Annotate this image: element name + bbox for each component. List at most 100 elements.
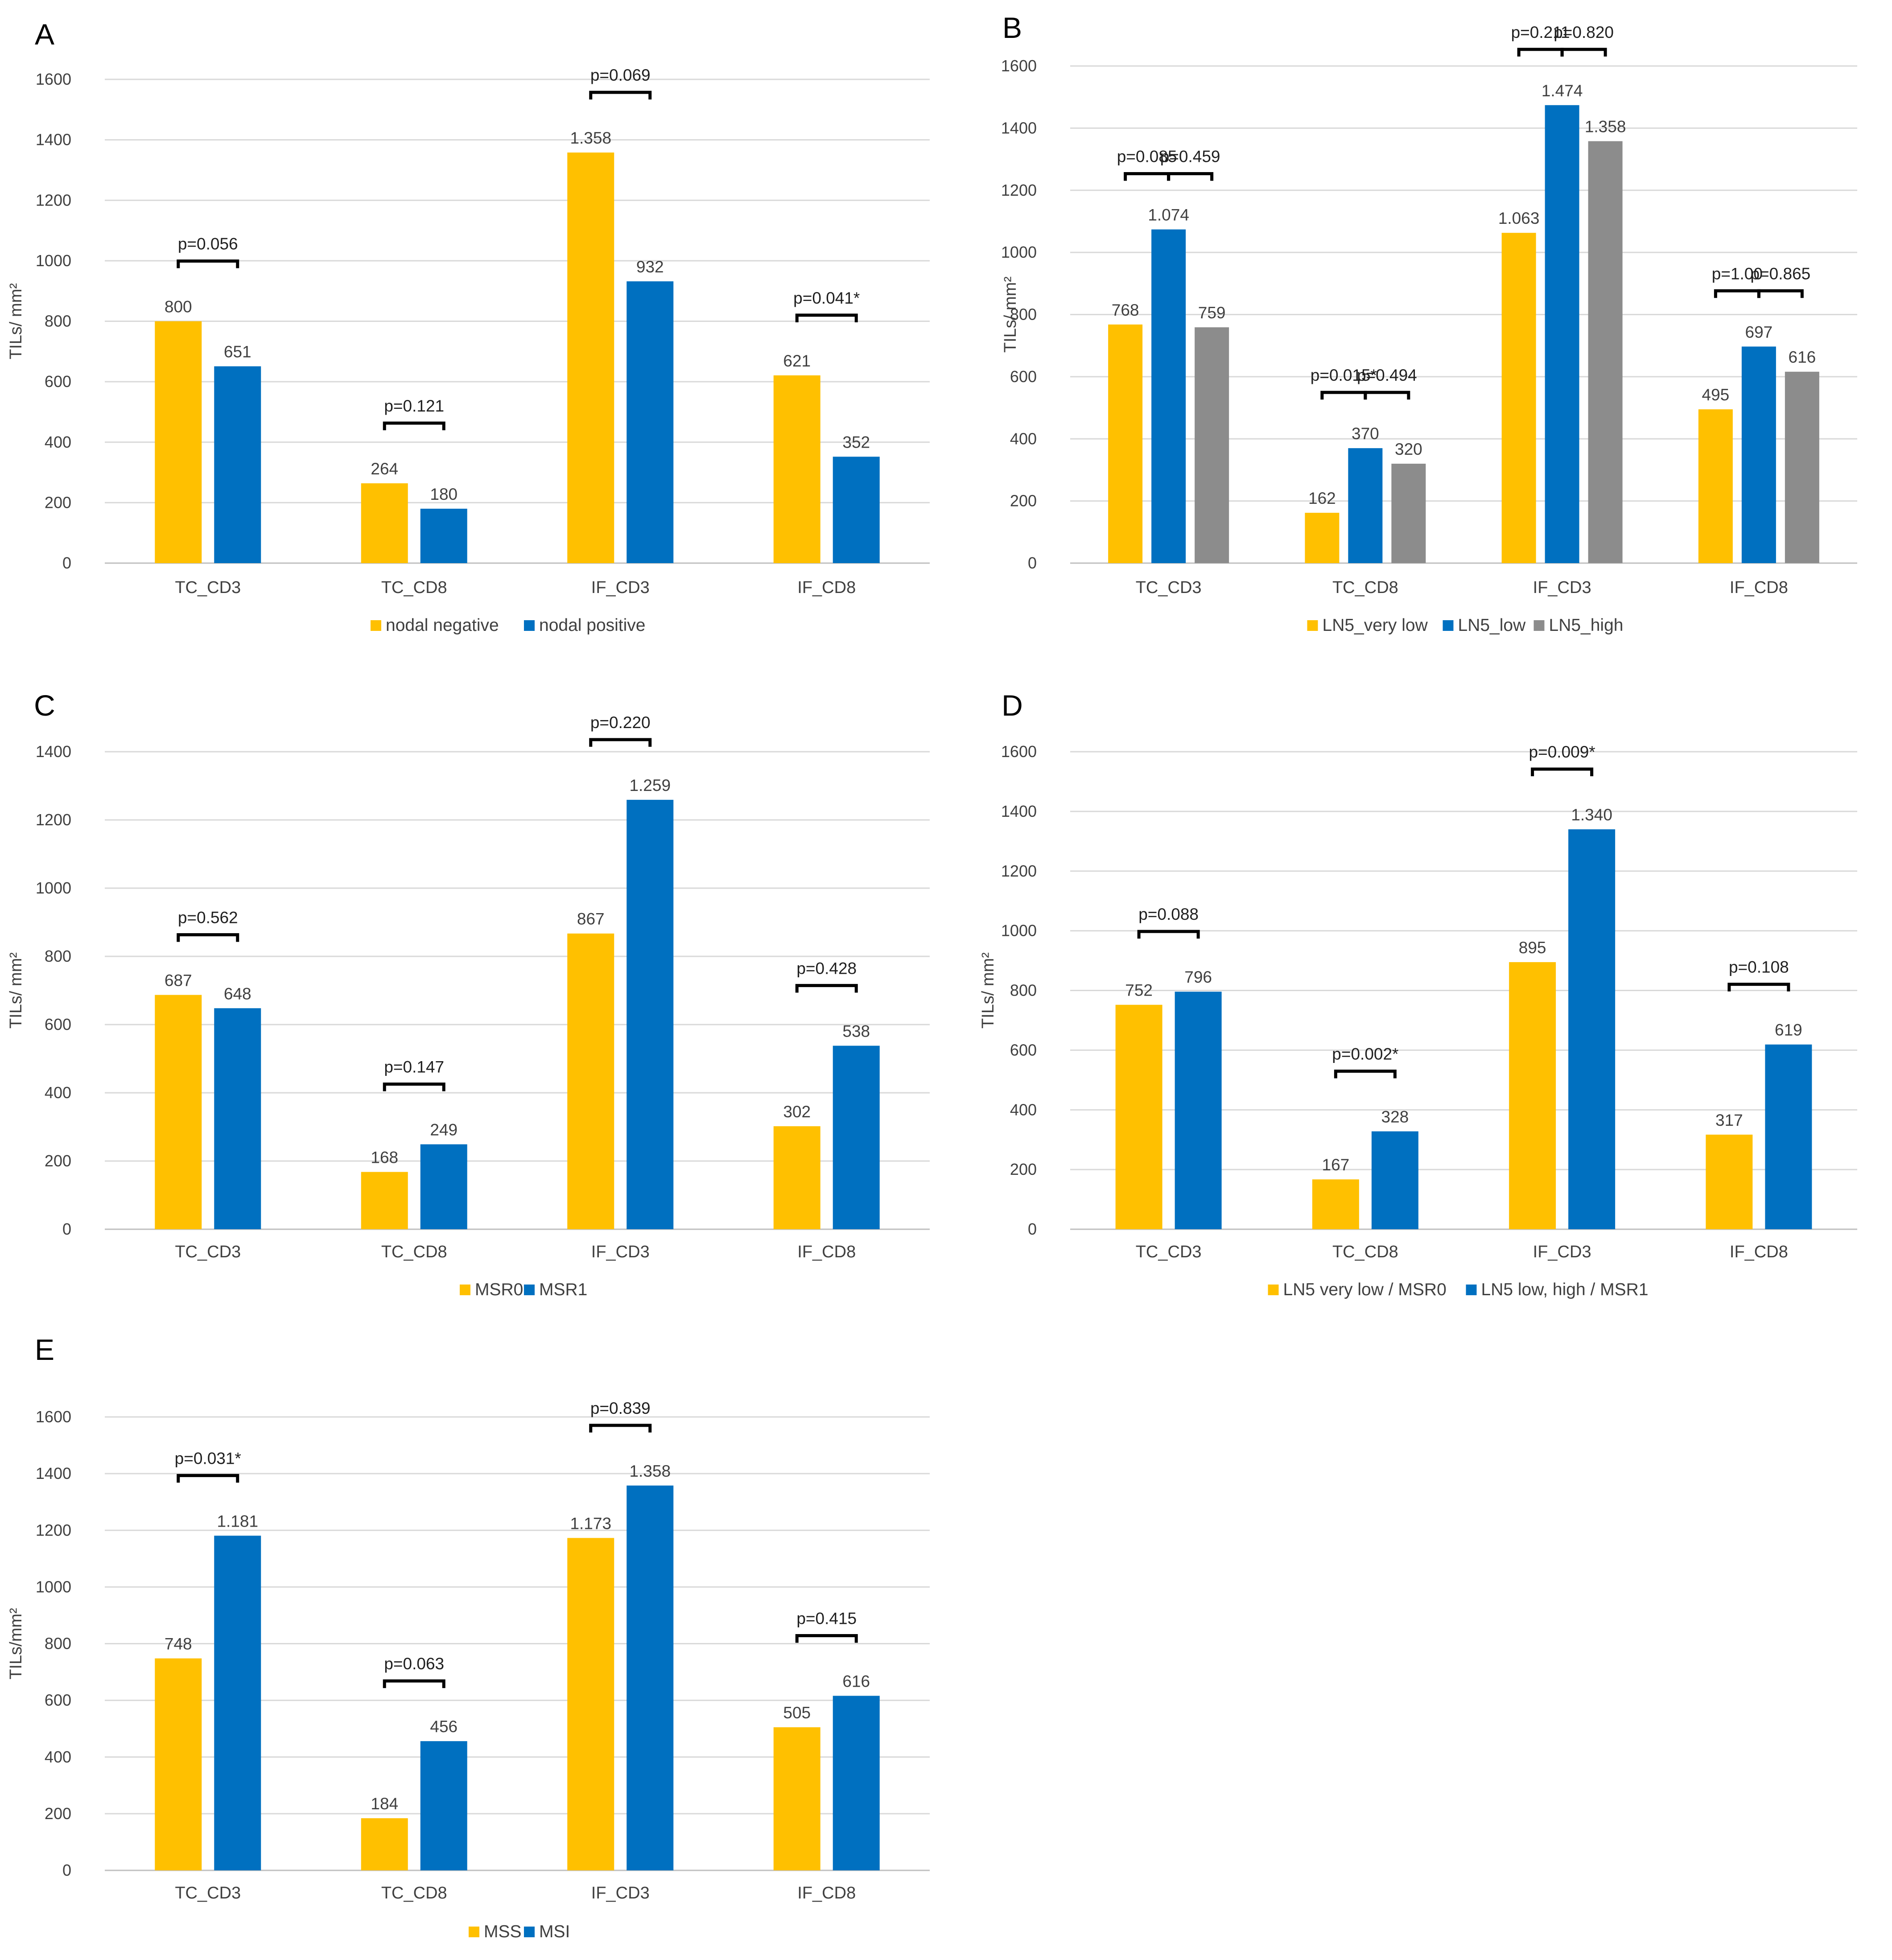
- y-axis-label: TILs/mm²: [7, 1608, 25, 1679]
- p-value-bracket: [589, 738, 652, 747]
- bar: [1391, 464, 1426, 563]
- y-tick-label: 1200: [36, 811, 71, 829]
- p-value-label: p=0.415: [796, 1609, 857, 1627]
- legend: MSR0 MSR1: [460, 1280, 587, 1299]
- data-label: 651: [224, 343, 251, 361]
- y-tick-label: 200: [45, 1152, 71, 1170]
- y-tick-label: 600: [1010, 367, 1037, 386]
- y-tick-label: 400: [1010, 1100, 1037, 1119]
- y-axis-label: TILs/ mm²: [1001, 276, 1020, 353]
- data-label: 352: [842, 433, 870, 451]
- y-tick-label: 800: [45, 1635, 71, 1653]
- panel-letter: D: [1002, 689, 1023, 722]
- legend-label: LN5_high: [1549, 616, 1624, 635]
- bar: [214, 1536, 261, 1870]
- y-tick-label: 600: [45, 1015, 71, 1034]
- data-label: 184: [371, 1795, 398, 1813]
- bar: [1175, 992, 1222, 1229]
- bar: [361, 1818, 408, 1870]
- legend-label: nodal positive: [539, 616, 646, 635]
- x-tick-label: TC_CD8: [1332, 1243, 1398, 1261]
- p-value-bracket: [1334, 1069, 1397, 1079]
- p-value-label: p=0.562: [178, 908, 238, 926]
- data-label: 505: [783, 1704, 811, 1722]
- bar: [214, 1008, 261, 1229]
- data-label: 697: [1745, 323, 1773, 341]
- x-tick-label: TC_CD3: [175, 578, 241, 597]
- bar: [361, 483, 408, 563]
- data-label: 1.358: [1585, 118, 1626, 136]
- bar: [1115, 1005, 1162, 1229]
- y-axis-label: TILs/ mm²: [7, 952, 25, 1029]
- y-tick-label: 1600: [1001, 742, 1037, 761]
- x-tick-label: IF_CD8: [1730, 578, 1788, 597]
- x-tick-label: IF_CD3: [1533, 1243, 1591, 1261]
- y-tick-label: 1400: [1001, 802, 1037, 820]
- y-tick-label: 0: [62, 1220, 71, 1238]
- data-label: 1.474: [1542, 82, 1583, 100]
- p-value-bracket: [1560, 48, 1607, 57]
- x-tick-label: IF_CD8: [797, 1884, 856, 1902]
- data-label: 748: [165, 1635, 192, 1653]
- y-tick-label: 800: [1010, 981, 1037, 1000]
- data-label: 1.181: [217, 1512, 258, 1530]
- legend-swatch: [371, 620, 381, 631]
- y-tick-label: 400: [45, 1748, 71, 1766]
- bar: [420, 508, 467, 563]
- p-value-label: p=0.121: [384, 397, 444, 415]
- bar: [155, 995, 202, 1229]
- data-label: 328: [1381, 1108, 1409, 1126]
- bar: [627, 1485, 674, 1870]
- p-value-label: p=0.088: [1138, 905, 1199, 923]
- p-value-bracket: [1167, 172, 1214, 181]
- p-value-label: p=0.147: [384, 1058, 444, 1076]
- legend-swatch: [524, 620, 535, 631]
- data-label: 867: [577, 910, 605, 928]
- p-value-label: p=0.056: [178, 235, 238, 253]
- y-tick-label: 600: [45, 372, 71, 391]
- x-tick-label: IF_CD8: [797, 1243, 856, 1261]
- p-value-bracket: [177, 1474, 239, 1483]
- p-value-bracket: [1531, 767, 1594, 777]
- bar: [773, 1126, 820, 1229]
- p-value-label: p=0.085: [1117, 148, 1177, 166]
- p-value-label: p=0.015*: [1311, 366, 1377, 384]
- data-label: 648: [224, 984, 251, 1003]
- data-label: 302: [783, 1103, 811, 1121]
- p-value-label: p=0.820: [1554, 23, 1614, 41]
- legend-label: MSR1: [539, 1280, 587, 1299]
- chart-panel-b: B 0 200 400 600 800 1000 1200 1400 1600 TILs/ mm² T…: [1001, 11, 1857, 635]
- y-tick-label: 1400: [36, 1464, 71, 1482]
- y-tick-label: 1400: [36, 742, 71, 761]
- p-value-bracket: [1757, 289, 1804, 298]
- data-label: 895: [1519, 939, 1546, 957]
- data-label: 1.074: [1148, 206, 1189, 224]
- legend-label: nodal negative: [386, 616, 499, 635]
- y-tick-label: 200: [45, 493, 71, 511]
- data-label: 1.259: [629, 776, 671, 795]
- data-label: 538: [842, 1022, 870, 1040]
- p-value-label: p=0.009*: [1529, 743, 1595, 761]
- chart-panel-e: E 0 200 400 600 800 1000 1200 1400 1600 TILs/mm² TC…: [7, 1333, 930, 1941]
- bar: [1348, 448, 1383, 563]
- legend: LN5_very low LN5_low LN5_high: [1307, 616, 1624, 635]
- y-axis-label: TILs/ mm²: [979, 952, 998, 1029]
- y-tick-label: 200: [1010, 1160, 1037, 1178]
- p-value-label: p=0.108: [1729, 958, 1789, 976]
- data-label: 687: [165, 971, 192, 989]
- y-tick-label: 1000: [36, 1577, 71, 1596]
- x-tick-label: IF_CD3: [591, 578, 650, 597]
- data-label: 264: [371, 460, 398, 478]
- legend-swatch: [1466, 1285, 1477, 1295]
- legend-label: LN5 low, high / MSR1: [1481, 1280, 1649, 1299]
- bar: [1545, 105, 1579, 563]
- y-tick-label: 800: [1010, 305, 1037, 324]
- bar: [627, 799, 674, 1229]
- p-value-label: p=0.002*: [1332, 1045, 1398, 1063]
- legend-label: LN5 very low / MSR0: [1283, 1280, 1447, 1299]
- p-value-label: p=0.041*: [793, 289, 860, 307]
- x-tick-label: IF_CD3: [591, 1243, 650, 1261]
- y-tick-label: 800: [45, 312, 71, 330]
- y-tick-label: 800: [45, 947, 71, 965]
- x-tick-label: TC_CD3: [175, 1884, 241, 1902]
